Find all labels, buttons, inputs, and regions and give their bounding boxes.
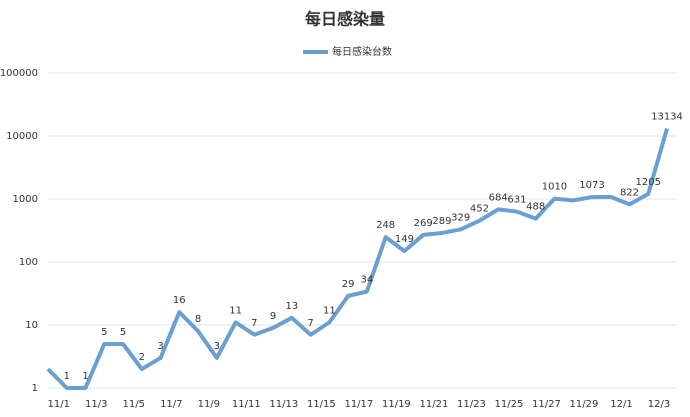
data-label: 11 bbox=[229, 305, 242, 316]
y-tick-label: 10000 bbox=[6, 131, 38, 142]
x-tick-label: 11/5 bbox=[123, 399, 145, 410]
y-tick-label: 1000 bbox=[13, 194, 38, 205]
data-label: 248 bbox=[376, 220, 395, 231]
data-label: 1205 bbox=[636, 177, 661, 188]
data-label: 289 bbox=[432, 216, 451, 227]
data-label: 29 bbox=[342, 279, 355, 290]
x-tick-label: 11/29 bbox=[570, 399, 599, 410]
legend-label: 每日感染台数 bbox=[332, 45, 392, 58]
x-tick-label: 11/27 bbox=[532, 399, 561, 410]
data-label: 1 bbox=[64, 371, 70, 382]
data-label: 11 bbox=[323, 305, 336, 316]
x-tick-label: 11/17 bbox=[344, 399, 373, 410]
data-label: 149 bbox=[395, 234, 414, 245]
x-tick-label: 11/9 bbox=[198, 399, 220, 410]
data-label: 488 bbox=[526, 202, 545, 213]
data-label: 5 bbox=[101, 327, 107, 338]
data-label: 34 bbox=[361, 275, 374, 286]
data-label: 631 bbox=[507, 195, 526, 206]
x-tick-label: 11/7 bbox=[160, 399, 182, 410]
data-label: 822 bbox=[620, 187, 639, 198]
x-tick-label: 11/3 bbox=[85, 399, 107, 410]
chart-title: 每日感染量 bbox=[305, 10, 385, 29]
data-label: 269 bbox=[414, 218, 433, 229]
x-tick-label: 12/1 bbox=[610, 399, 632, 410]
y-tick-label: 100 bbox=[19, 257, 38, 268]
line bbox=[46, 127, 669, 390]
data-label: 13134 bbox=[651, 112, 683, 123]
x-tick-label: 11/21 bbox=[419, 399, 448, 410]
data-label: 16 bbox=[173, 295, 186, 306]
data-label: 3 bbox=[157, 341, 163, 352]
x-tick-label: 12/3 bbox=[648, 399, 670, 410]
y-tick-label: 1 bbox=[32, 383, 38, 394]
data-label: 7 bbox=[307, 318, 313, 329]
x-tick-label: 11/11 bbox=[232, 399, 261, 410]
x-tick-label: 11/1 bbox=[48, 399, 70, 410]
data-label: 452 bbox=[470, 204, 489, 215]
data-label: 2 bbox=[139, 352, 145, 363]
data-label: 8 bbox=[195, 314, 201, 325]
x-tick-label: 11/15 bbox=[307, 399, 336, 410]
data-label: 684 bbox=[489, 192, 508, 203]
data-label: 1010 bbox=[542, 182, 567, 193]
x-tick-label: 11/25 bbox=[495, 399, 524, 410]
x-tick-label: 11/13 bbox=[269, 399, 298, 410]
data-label: 329 bbox=[451, 212, 470, 223]
data-label: 9 bbox=[270, 311, 276, 322]
y-tick-label: 10 bbox=[25, 320, 38, 331]
x-tick-label: 11/19 bbox=[382, 399, 411, 410]
data-label: 5 bbox=[120, 327, 126, 338]
data-label: 1 bbox=[82, 371, 88, 382]
y-tick-label: 100000 bbox=[0, 68, 38, 79]
x-tick-label: 11/23 bbox=[457, 399, 486, 410]
data-label: 13 bbox=[285, 301, 298, 312]
data-label: 7 bbox=[251, 318, 257, 329]
data-label: 1073 bbox=[579, 180, 604, 191]
data-label: 3 bbox=[214, 341, 220, 352]
